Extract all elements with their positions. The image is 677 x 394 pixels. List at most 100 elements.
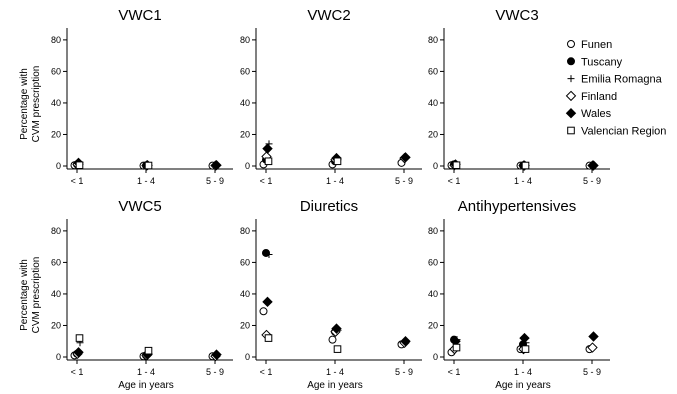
x-tick-label: < 1: [448, 176, 461, 186]
y-axis-label-line1: Percentage with: [19, 68, 30, 140]
x-tick-label: 5 - 9: [583, 367, 601, 377]
legend-marker: [567, 75, 575, 83]
legend-label: Finland: [581, 91, 617, 103]
legend-item-finland: Finland: [565, 90, 617, 103]
panel-title: VWC2: [307, 7, 350, 24]
data-point-wales: [588, 160, 599, 171]
x-tick-label: 1 - 4: [514, 367, 532, 377]
data-point-wales: [331, 323, 342, 334]
x-tick-label: 1 - 4: [326, 176, 344, 186]
data-point-valencian-region: [75, 334, 84, 342]
y-tick-label-40: 40: [240, 289, 250, 299]
legend-marker: [567, 57, 575, 66]
panel-title: Diuretics: [300, 198, 358, 215]
y-tick-label-80: 80: [240, 35, 250, 45]
panel-title: VWC1: [118, 7, 161, 24]
data-point-wales: [211, 349, 222, 360]
panel-vwc1: VWC1 0 20 40 60 80 < 1 1 - 4 5 - 9 Percentage wit…: [19, 7, 233, 186]
data-point-valencian-region: [264, 334, 273, 342]
x-tick-label: 5 - 9: [395, 176, 413, 186]
data-point-valencian-region: [452, 161, 461, 170]
x-tick-label: 1 - 4: [137, 367, 155, 377]
y-axis-label-line2: CVM prescription: [31, 66, 42, 143]
x-tick-label: 5 - 9: [395, 367, 413, 377]
y-tick-label-20: 20: [428, 320, 438, 330]
legend-item-emilia-romagna: Emilia Romagna: [567, 74, 663, 86]
y-tick-label-60: 60: [51, 257, 61, 267]
legend-item-funen: Funen: [567, 39, 612, 51]
x-tick-label: 1 - 4: [326, 367, 344, 377]
y-tick-label-20: 20: [428, 129, 438, 139]
data-point-wales: [262, 296, 273, 308]
data-point-wales: [73, 347, 84, 358]
y-tick-label-80: 80: [428, 226, 438, 236]
y-tick-label-0: 0: [245, 352, 250, 362]
data-point-wales: [400, 152, 411, 163]
data-point-valencian-region: [333, 345, 342, 353]
y-axis-label-line1: Percentage with: [19, 259, 30, 331]
y-tick-label-40: 40: [51, 289, 61, 299]
data-point-valencian-region: [75, 161, 84, 170]
x-tick-label: < 1: [71, 367, 84, 377]
legend-marker: [567, 126, 575, 135]
data-point-wales: [519, 332, 530, 344]
legend-item-valencian-region: Valencian Region: [567, 126, 666, 138]
panel-vwc3: VWC3 0 20 40 60 80 < 1 1 - 4 5 - 9: [428, 7, 610, 186]
y-tick-label-20: 20: [240, 129, 250, 139]
data-point-valencian-region: [264, 157, 273, 166]
y-tick-label-60: 60: [51, 66, 61, 76]
y-tick-label-20: 20: [240, 320, 250, 330]
y-axis-label-line2: CVM prescription: [31, 257, 42, 334]
data-point-valencian-region: [333, 157, 342, 166]
y-tick-label-0: 0: [56, 352, 61, 362]
legend: Funen Tuscany Emilia Romagna Finland Wales Va…: [565, 39, 666, 138]
y-tick-label-60: 60: [240, 257, 250, 267]
data-point-funen: [328, 335, 337, 344]
y-tick-label-80: 80: [240, 226, 250, 236]
x-tick-label: < 1: [260, 367, 273, 377]
legend-marker: [567, 40, 575, 48]
data-point-valencian-region: [521, 345, 530, 353]
x-tick-label: 1 - 4: [514, 176, 532, 186]
legend-label: Valencian Region: [581, 126, 666, 138]
data-point-wales: [262, 143, 273, 154]
data-point-valencian-region: [144, 346, 153, 355]
data-point-wales: [211, 160, 222, 171]
panel-title: VWC3: [495, 7, 538, 24]
legend-marker: [565, 107, 577, 119]
y-tick-label-80: 80: [51, 226, 61, 236]
y-tick-label-80: 80: [51, 35, 61, 45]
x-tick-label: < 1: [448, 367, 461, 377]
y-tick-label-20: 20: [51, 129, 61, 139]
y-tick-label-60: 60: [240, 66, 250, 76]
legend-label: Wales: [581, 108, 612, 120]
x-tick-label: 5 - 9: [206, 176, 224, 186]
legend-label: Emilia Romagna: [581, 74, 663, 86]
y-tick-label-60: 60: [428, 66, 438, 76]
y-tick-label-0: 0: [433, 161, 438, 171]
y-tick-label-40: 40: [428, 98, 438, 108]
y-tick-label-20: 20: [51, 320, 61, 330]
data-point-emilia-romagna: [265, 251, 273, 259]
legend-item-tuscany: Tuscany: [567, 56, 623, 68]
y-tick-label-40: 40: [240, 98, 250, 108]
data-point-wales: [400, 336, 411, 347]
data-point-valencian-region: [521, 161, 530, 170]
x-axis-label: Age in years: [118, 380, 174, 391]
panel-diuretics: Diuretics 0 20 40 60 80 < 1 1 - 4 5 - 9 Age in ye…: [240, 198, 422, 391]
y-tick-label-40: 40: [51, 98, 61, 108]
panel-title: Antihypertensives: [458, 198, 576, 215]
x-axis-label: Age in years: [307, 380, 363, 391]
x-tick-label: 5 - 9: [206, 367, 224, 377]
data-point-tuscany: [262, 248, 270, 257]
x-tick-label: 5 - 9: [583, 176, 601, 186]
x-tick-label: < 1: [260, 176, 273, 186]
y-tick-label-0: 0: [56, 161, 61, 171]
data-point-valencian-region: [452, 343, 461, 352]
data-point-finland: [587, 342, 598, 353]
panel-antihypertensives: Antihypertensives 0 20 40 60 80 < 1 1 - 4 5 - 9 A…: [428, 198, 610, 391]
y-tick-label-60: 60: [428, 257, 438, 267]
data-point-valencian-region: [144, 161, 153, 170]
panel-vwc5: VWC5 0 20 40 60 80 < 1 1 - 4 5 - 9 Percentage wit…: [19, 198, 233, 391]
x-axis-label: Age in years: [495, 380, 551, 391]
